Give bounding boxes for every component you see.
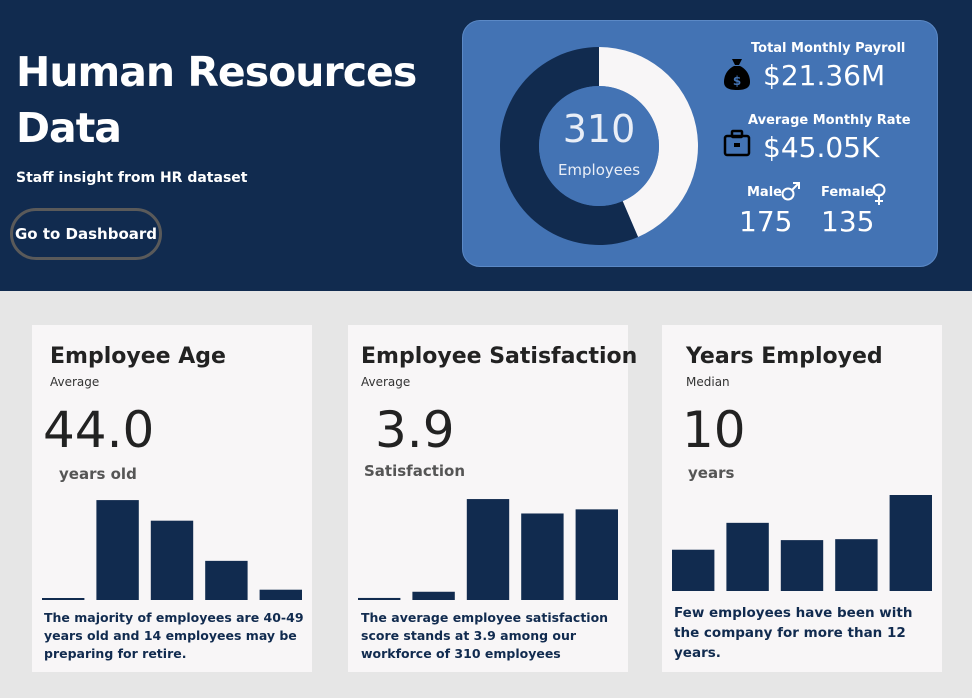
kpi-panel: 310 Employees $ Total Monthly Payroll $2… (462, 20, 938, 267)
total-employees-label: Employees (557, 161, 641, 179)
card-unit: years old (59, 465, 137, 483)
card-unit: years (688, 464, 735, 482)
card-value: 44.0 (43, 401, 155, 459)
male-count-value: 175 (739, 205, 793, 238)
chart-bar (726, 522, 769, 591)
briefcase-icon (723, 129, 751, 157)
chart-bar (150, 520, 194, 600)
card-subtitle: Median (686, 375, 730, 389)
card-unit: Satisfaction (364, 462, 466, 480)
donut-slice-female (599, 47, 698, 237)
monthly-rate-value: $45.05K (763, 131, 880, 164)
years-employed-bar-chart (672, 495, 932, 591)
years-employed-card: Years Employed Median 10 years Few emplo… (662, 325, 942, 672)
money-bag-icon: $ (724, 59, 750, 90)
card-note: The majority of employees are 40-49 year… (44, 610, 304, 661)
monthly-rate-label: Average Monthly Rate (748, 113, 911, 128)
header-banner: Human Resources Data Staff insight from … (0, 0, 972, 291)
chart-bar (466, 499, 510, 600)
payroll-value: $21.36M (763, 59, 886, 92)
go-to-dashboard-button[interactable]: Go to Dashboard (10, 208, 162, 260)
donut-slice-male (500, 47, 639, 245)
chart-bar (575, 509, 618, 600)
chart-bar (889, 495, 932, 591)
age-distribution-bar-chart (42, 500, 302, 600)
card-note: The average employee satisfaction score … (361, 610, 609, 661)
female-symbol-icon (872, 183, 886, 205)
card-title: Employee Satisfaction (361, 344, 638, 369)
male-symbol-icon (781, 182, 800, 201)
chart-bar (358, 597, 401, 600)
card-subtitle: Average (50, 375, 100, 389)
chart-bar (835, 539, 878, 591)
total-employees-value: 310 (562, 107, 636, 151)
female-label: Female (821, 185, 874, 200)
chart-bar (259, 589, 302, 600)
card-subtitle: Average (361, 375, 411, 389)
page-title: Human Resources Data (16, 48, 417, 152)
female-count-value: 135 (821, 205, 875, 238)
chart-bar (672, 549, 715, 591)
card-value: 3.9 (375, 401, 455, 459)
card-title: Years Employed (686, 344, 883, 369)
page-subtitle: Staff insight from HR dataset (16, 170, 248, 186)
male-label: Male (747, 185, 782, 200)
card-title: Employee Age (50, 344, 226, 369)
chart-bar (96, 500, 139, 600)
employee-satisfaction-card: Employee Satisfaction Average 3.9 Satisf… (348, 325, 637, 672)
chart-bar (780, 540, 824, 591)
chart-bar (521, 513, 564, 600)
chart-bar (42, 598, 85, 600)
svg-text:$: $ (733, 74, 741, 88)
donut-center (539, 86, 659, 206)
employee-age-card: Employee Age Average 44.0 years old The … (32, 325, 312, 672)
payroll-label: Total Monthly Payroll (751, 41, 906, 56)
card-note: Few employees have been with the company… (674, 605, 913, 661)
satisfaction-bar-chart (358, 499, 618, 600)
chart-bar (412, 591, 455, 600)
employees-donut-chart (500, 47, 698, 245)
chart-bar (205, 560, 248, 600)
card-value: 10 (682, 401, 746, 459)
